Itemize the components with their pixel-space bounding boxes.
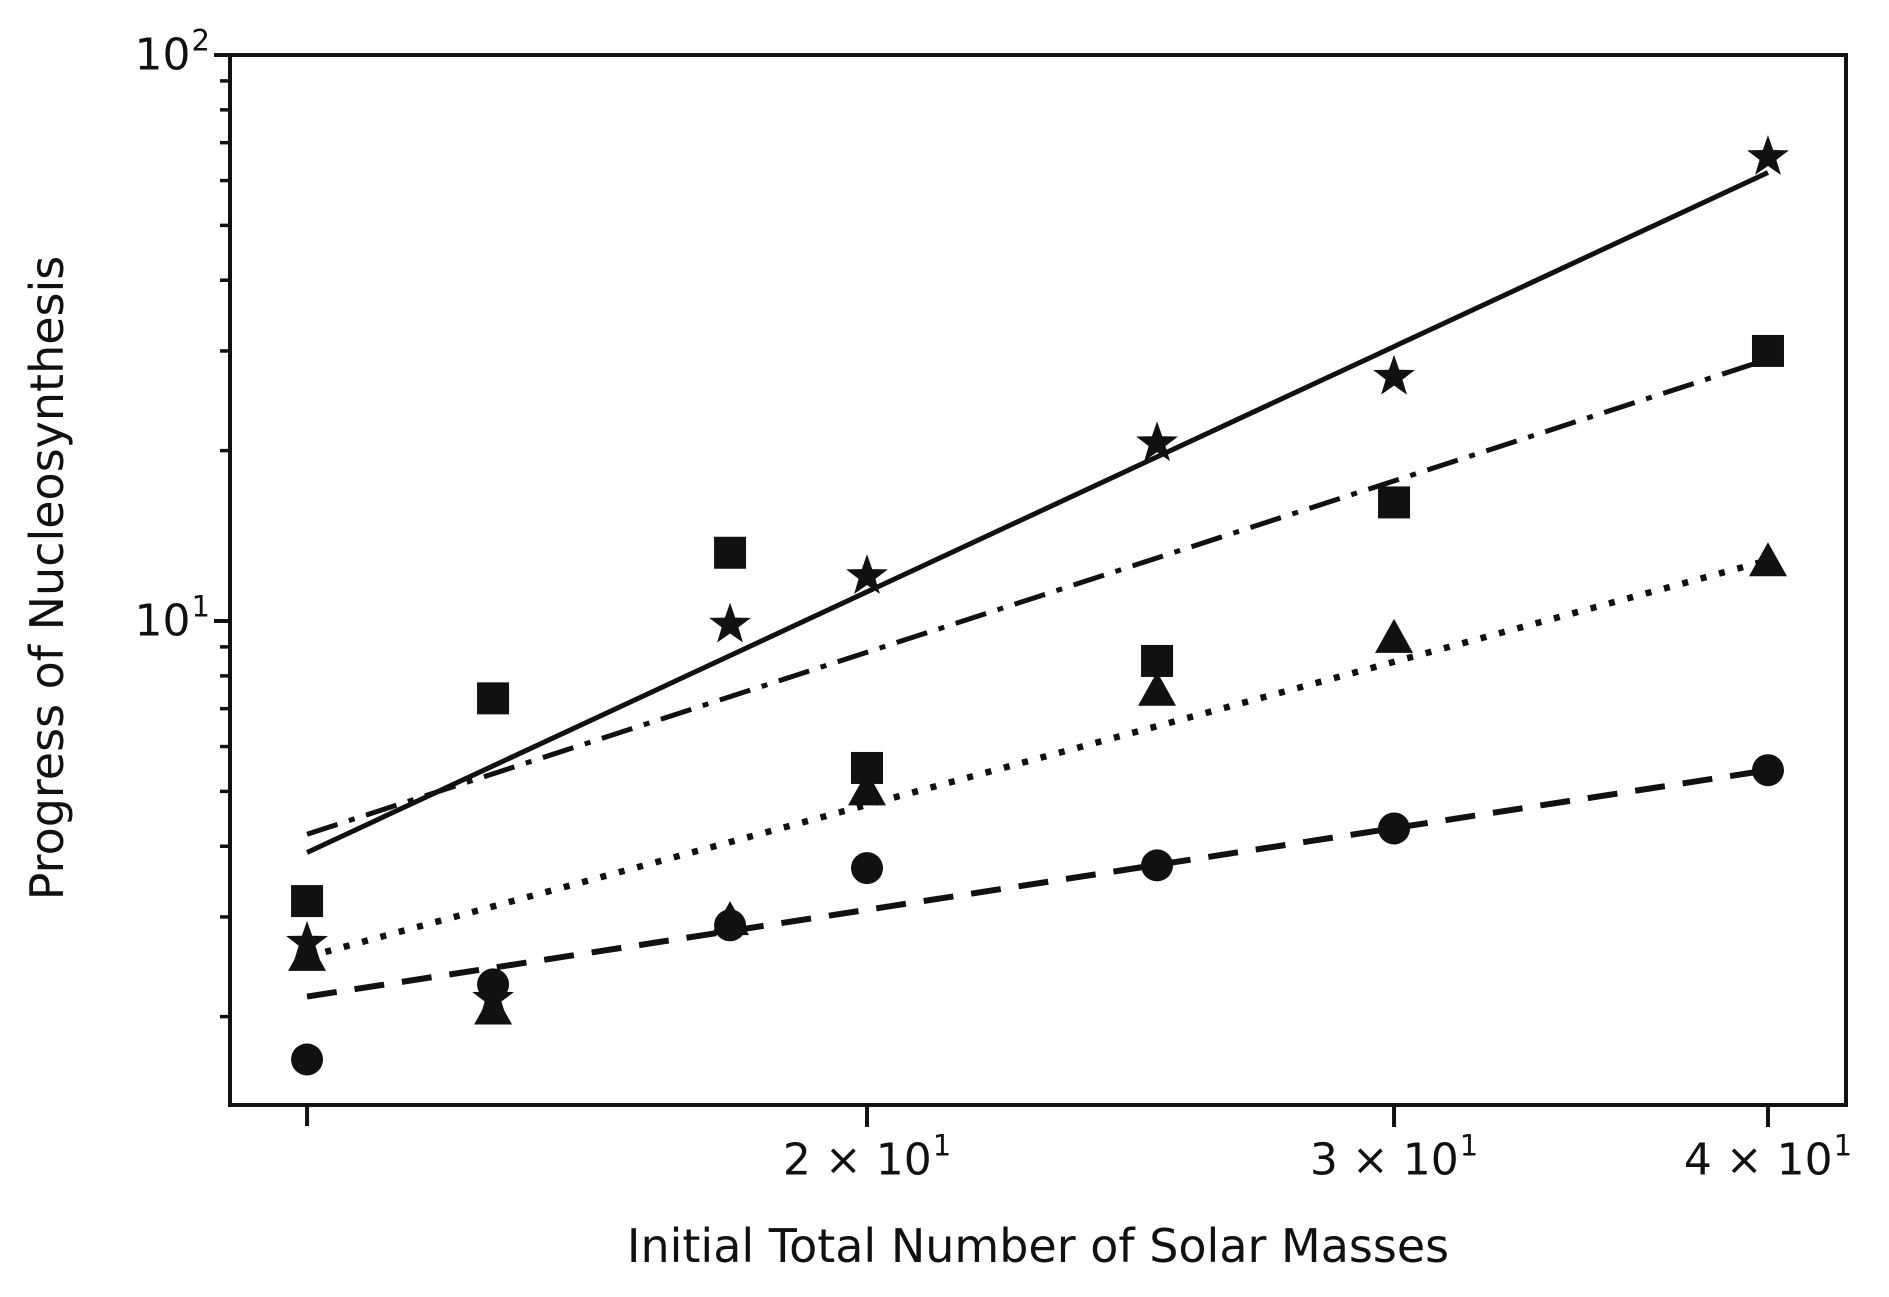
x-tick-exponent: 1: [1459, 1128, 1479, 1163]
marker-triangle: [474, 990, 513, 1025]
marker-square: [1378, 486, 1411, 519]
marker-star: [846, 554, 888, 594]
y-axis-label: Progress of Nucleosynthesis: [20, 255, 74, 901]
marker-star: [1747, 135, 1789, 175]
y-tick-exponent: 2: [191, 23, 210, 58]
x-tick-base: 3 × 10: [1309, 1134, 1459, 1186]
y-tick-exponent: 1: [191, 589, 210, 624]
fit-line-stars: [305, 170, 1770, 855]
x-tick-base: 2 × 10: [782, 1134, 932, 1186]
marker-circle: [1751, 754, 1784, 787]
marker-square: [291, 885, 324, 918]
plot-frame: [228, 53, 1848, 1107]
y-tick-base: 10: [134, 595, 191, 647]
marker-triangle: [1138, 671, 1177, 706]
marker-star: [709, 602, 751, 643]
y-tick-base: 10: [134, 29, 191, 81]
x-tick-exponent: 1: [932, 1128, 952, 1163]
marker-circle: [714, 909, 747, 942]
x-tick-base: 4 × 10: [1683, 1134, 1833, 1186]
marker-circle: [1378, 812, 1411, 845]
marker-square: [477, 682, 510, 715]
x-tick-label-20: 2 × 101: [782, 1129, 951, 1186]
x-axis-label: Initial Total Number of Solar Masses: [626, 1219, 1450, 1273]
y-tick-label-100: 102: [134, 24, 210, 81]
x-tick-exponent: 1: [1833, 1128, 1853, 1163]
marker-square: [714, 536, 747, 569]
marker-circle: [477, 968, 510, 1001]
marker-circle: [851, 852, 883, 885]
marker-star: [1373, 354, 1415, 395]
marker-square: [1751, 334, 1784, 367]
y-tick-label-10: 101: [134, 590, 210, 647]
fit-line-squares: [306, 356, 1769, 837]
marker-triangle: [848, 771, 886, 806]
fit-line-circles: [306, 767, 1769, 1000]
x-tick-label-40: 4 × 101: [1683, 1129, 1852, 1186]
marker-triangle: [1748, 542, 1787, 577]
marker-triangle: [288, 936, 327, 971]
marker-circle: [1141, 849, 1174, 882]
marker-circle: [291, 1043, 324, 1076]
x-tick-label-30: 3 × 101: [1309, 1129, 1478, 1186]
fit-line-triangles: [306, 557, 1769, 961]
marker-triangle: [1375, 618, 1414, 653]
marker-square: [1141, 644, 1174, 677]
marker-star: [1136, 421, 1178, 462]
